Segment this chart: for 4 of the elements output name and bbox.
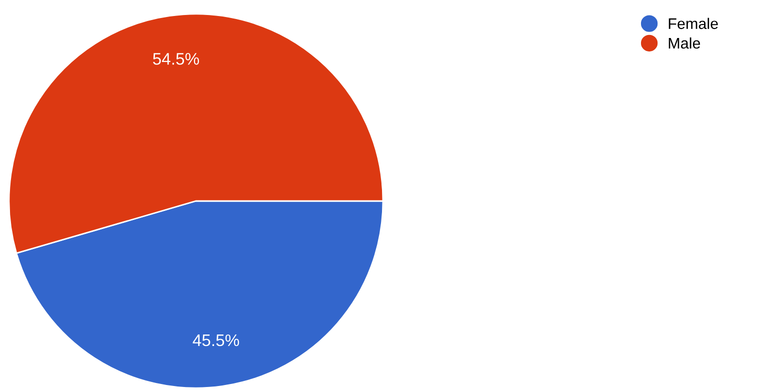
legend-label: Female	[668, 18, 718, 30]
data-label: 45.5%	[192, 334, 240, 346]
legend-label: Male	[668, 37, 700, 49]
data-label: 54.5%	[153, 53, 200, 65]
